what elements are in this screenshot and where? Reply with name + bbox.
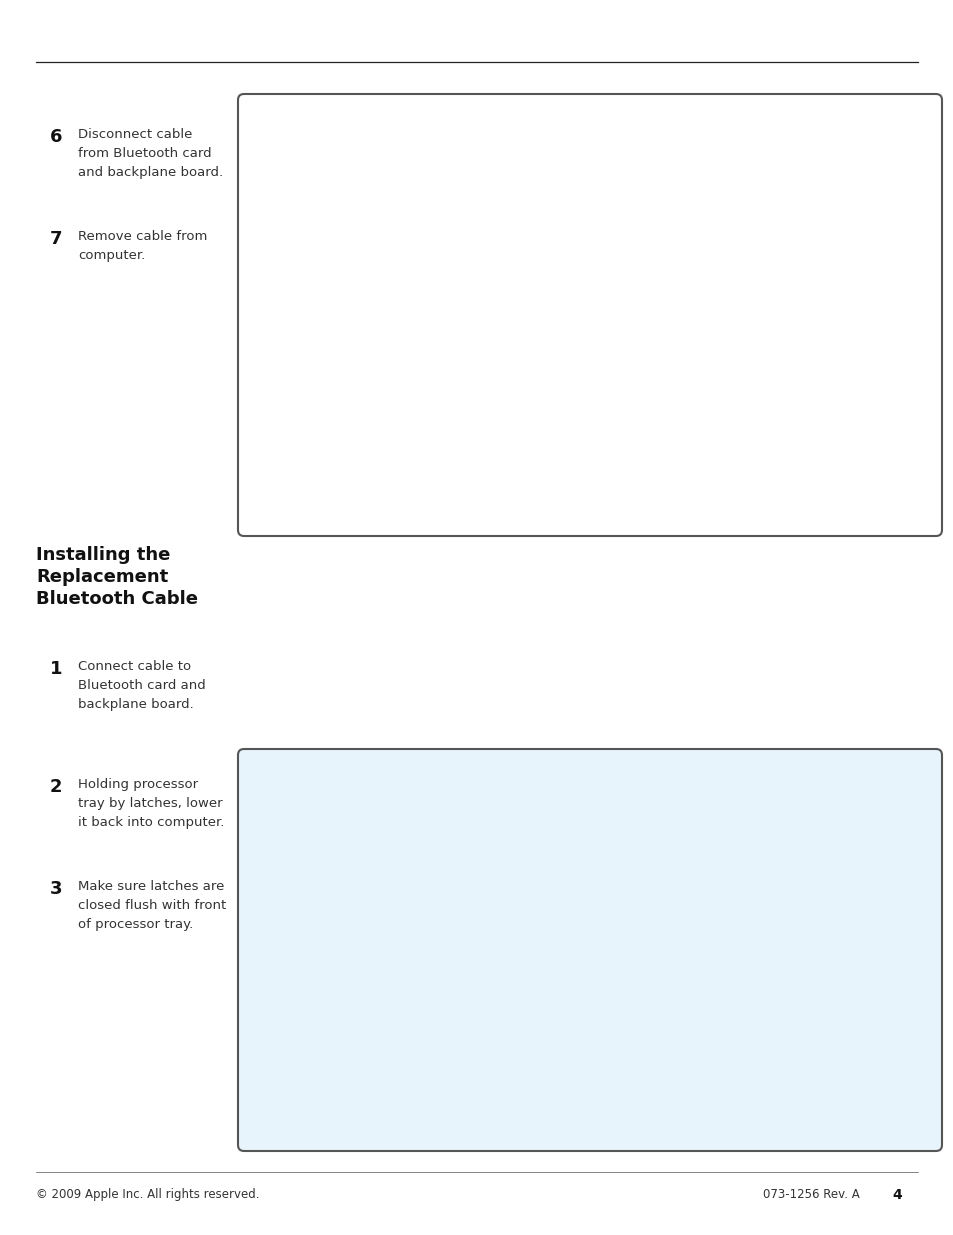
Text: 073-1256 Rev. A: 073-1256 Rev. A: [762, 1188, 859, 1200]
Text: Holding processor
tray by latches, lower
it back into computer.: Holding processor tray by latches, lower…: [78, 778, 224, 829]
Text: 7: 7: [50, 230, 63, 248]
Text: 1: 1: [50, 659, 63, 678]
Text: Make sure latches are
closed flush with front
of processor tray.: Make sure latches are closed flush with …: [78, 881, 226, 931]
FancyBboxPatch shape: [237, 94, 941, 536]
Text: © 2009 Apple Inc. All rights reserved.: © 2009 Apple Inc. All rights reserved.: [36, 1188, 259, 1200]
Text: 4: 4: [891, 1188, 901, 1202]
Text: Remove cable from
computer.: Remove cable from computer.: [78, 230, 207, 262]
Text: 3: 3: [50, 881, 63, 898]
Text: 2: 2: [50, 778, 63, 797]
Text: Replacement: Replacement: [36, 568, 168, 585]
Text: Disconnect cable
from Bluetooth card
and backplane board.: Disconnect cable from Bluetooth card and…: [78, 128, 223, 179]
FancyBboxPatch shape: [237, 748, 941, 1151]
Text: Connect cable to
Bluetooth card and
backplane board.: Connect cable to Bluetooth card and back…: [78, 659, 206, 711]
Text: Installing the: Installing the: [36, 546, 171, 564]
Text: Bluetooth Cable: Bluetooth Cable: [36, 590, 198, 608]
Text: 6: 6: [50, 128, 63, 146]
